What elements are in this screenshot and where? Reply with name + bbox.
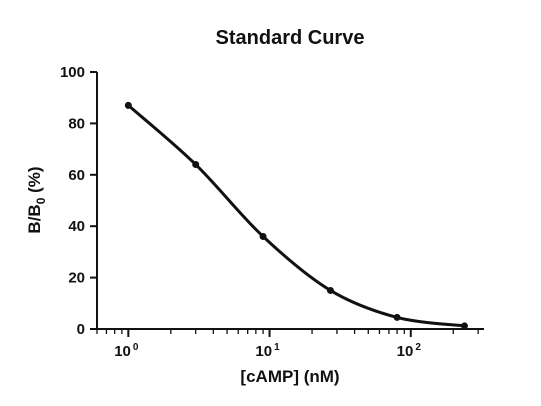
axes bbox=[96, 72, 484, 330]
x-tick-base: 10 bbox=[255, 343, 272, 360]
fit-curve-line bbox=[127, 104, 465, 328]
data-point bbox=[460, 322, 468, 330]
data-point bbox=[192, 161, 200, 169]
x-tick-exponent: 1 bbox=[274, 342, 280, 353]
y-axis-label-subscript: 0 bbox=[34, 197, 48, 204]
x-tick-base: 10 bbox=[114, 343, 131, 360]
y-tick-label: 0 bbox=[77, 321, 85, 338]
y-ticks: 0 20 40 60 80 100 bbox=[60, 64, 97, 338]
x-axis-label: [cAMP] (nM) bbox=[240, 367, 339, 386]
y-tick-label: 60 bbox=[68, 167, 85, 184]
data-point bbox=[393, 313, 401, 321]
y-tick-label: 100 bbox=[60, 64, 85, 81]
data-point bbox=[326, 286, 334, 294]
data-points bbox=[124, 101, 468, 330]
x-tick-exponent: 2 bbox=[415, 342, 421, 353]
y-tick-label: 80 bbox=[68, 115, 85, 132]
data-point bbox=[259, 232, 267, 240]
plot-area bbox=[124, 101, 468, 330]
x-tick-label: 10 2 bbox=[397, 342, 422, 360]
x-ticks: 10 0 10 1 10 2 bbox=[96, 329, 479, 360]
data-point bbox=[124, 101, 132, 109]
x-tick-label: 10 1 bbox=[255, 342, 280, 360]
y-tick-label: 40 bbox=[68, 218, 85, 235]
x-tick-exponent: 0 bbox=[133, 342, 139, 353]
y-axis-label-main: B/B bbox=[25, 204, 44, 233]
y-tick-label: 20 bbox=[68, 270, 85, 287]
x-tick-base: 10 bbox=[397, 343, 414, 360]
y-axis-label-unit: (%) bbox=[25, 166, 44, 197]
x-tick-label: 10 0 bbox=[114, 342, 139, 360]
y-axis-label: B/B0 (%) bbox=[25, 166, 48, 233]
chart-title: Standard Curve bbox=[216, 27, 365, 49]
